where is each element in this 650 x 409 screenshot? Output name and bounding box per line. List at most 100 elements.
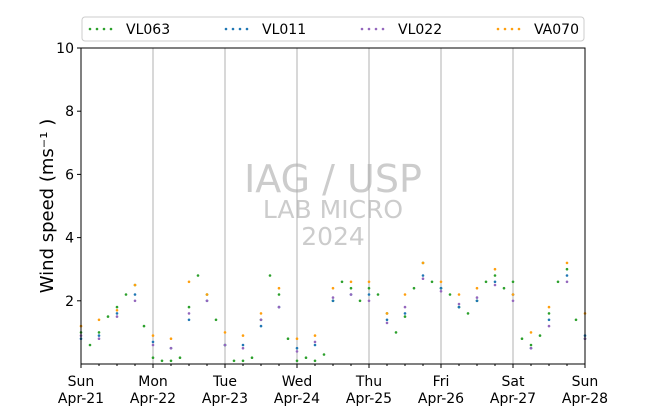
data-point	[295, 359, 299, 363]
data-point	[565, 280, 569, 284]
x-tick-date: Apr-21	[58, 391, 104, 407]
data-point	[565, 261, 569, 265]
x-tick-label: Sat Apr-27	[490, 374, 536, 407]
data-point	[160, 359, 164, 363]
data-point	[475, 299, 479, 303]
data-point	[439, 280, 443, 284]
data-point	[403, 293, 407, 296]
data-point	[511, 299, 515, 303]
data-point	[403, 305, 407, 309]
data-point	[529, 331, 533, 334]
data-point	[196, 274, 200, 277]
data-point	[97, 337, 101, 341]
data-point	[169, 346, 173, 350]
data-point	[511, 280, 515, 284]
x-tick-day: Tue	[212, 374, 237, 390]
data-point	[385, 318, 389, 322]
x-tick-day: Sun	[572, 374, 599, 390]
x-tick-label: Mon Apr-22	[130, 374, 176, 407]
data-point	[565, 274, 569, 277]
data-point	[421, 277, 425, 281]
watermark-line-1: IAG / USP	[244, 157, 422, 201]
data-point	[97, 331, 101, 334]
data-point	[367, 293, 371, 296]
data-point	[232, 359, 236, 363]
data-point	[241, 334, 245, 337]
y-tick-label: 6	[65, 167, 74, 183]
legend-marker	[245, 27, 249, 31]
data-point	[376, 293, 380, 296]
x-tick-date: Apr-28	[562, 391, 608, 407]
legend-marker	[224, 27, 228, 31]
data-point	[331, 286, 335, 290]
data-point	[412, 286, 416, 290]
y-tick-label: 4	[65, 231, 74, 247]
data-point	[115, 305, 119, 309]
data-point	[97, 318, 101, 322]
x-tick-label: Wed Apr-24	[274, 374, 320, 407]
x-tick-label: Fri Apr-26	[418, 374, 464, 407]
data-point	[205, 293, 209, 296]
x-tick-date: Apr-26	[418, 391, 464, 407]
legend-marker	[503, 27, 507, 31]
data-point	[511, 293, 515, 296]
data-point	[529, 343, 533, 347]
legend-marker	[510, 27, 514, 31]
data-point	[466, 312, 470, 315]
data-point	[556, 280, 560, 284]
data-point	[457, 302, 461, 306]
data-point	[340, 280, 344, 284]
x-tick-day: Wed	[282, 374, 313, 390]
data-point	[187, 312, 191, 315]
x-tick-date: Apr-27	[490, 391, 536, 407]
data-point	[331, 299, 335, 303]
legend-box	[81, 16, 585, 42]
y-tick-label: 10	[56, 41, 74, 57]
data-point	[547, 312, 551, 315]
data-point	[448, 293, 452, 296]
data-point	[295, 337, 299, 341]
y-axis: 2 4 6 8 10	[56, 41, 81, 310]
data-point	[214, 318, 218, 322]
data-point	[349, 286, 353, 290]
data-point	[151, 356, 155, 360]
data-point	[430, 280, 434, 284]
x-tick-label: Sun Apr-21	[58, 374, 104, 407]
data-point	[115, 315, 119, 318]
legend-marker	[517, 27, 521, 31]
x-tick-day: Mon	[138, 374, 168, 390]
data-point	[169, 359, 173, 363]
data-point	[169, 337, 173, 341]
data-point	[304, 356, 308, 360]
data-points	[79, 261, 587, 363]
data-point	[187, 305, 191, 309]
data-point	[493, 280, 497, 284]
data-point	[259, 318, 263, 322]
data-point	[547, 305, 551, 309]
y-axis-label: Wind speed (ms⁻¹ )	[37, 119, 58, 293]
data-point	[403, 315, 407, 318]
data-point	[133, 293, 137, 296]
data-point	[475, 296, 479, 299]
data-point	[178, 356, 182, 360]
data-point	[394, 331, 398, 334]
data-point	[277, 286, 281, 290]
legend-marker	[374, 27, 378, 31]
x-tick-day: Sun	[68, 374, 95, 390]
data-point	[385, 312, 389, 315]
data-point	[241, 343, 245, 347]
data-point	[322, 353, 326, 356]
data-point	[520, 337, 524, 341]
data-point	[187, 318, 191, 322]
legend-label: VL011	[262, 22, 306, 38]
legend-label: VL063	[126, 22, 170, 38]
data-point	[439, 286, 443, 290]
legend-label: VL022	[398, 22, 442, 38]
data-point	[331, 296, 335, 299]
data-point	[286, 337, 290, 341]
data-point	[223, 343, 227, 347]
data-point	[88, 343, 92, 347]
data-point	[295, 350, 299, 353]
data-point	[313, 340, 317, 344]
